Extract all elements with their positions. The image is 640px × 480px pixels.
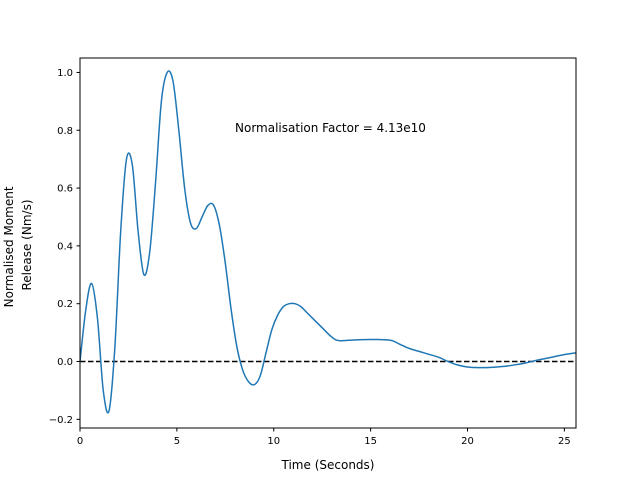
moment-release-series-line [79, 70, 577, 414]
x-axis-label: Time (Seconds) [281, 458, 375, 472]
y-axis-ticks: −0.2 0.0 0.2 0.4 0.6 0.8 1.0 [49, 68, 80, 426]
y-axis-label-line-1: Normalised Moment [2, 186, 16, 307]
y-tick-label: −0.2 [49, 415, 73, 426]
y-tick-label: 0.8 [57, 126, 73, 137]
y-tick-label: 0.6 [57, 184, 73, 195]
x-axis-ticks: 0 5 10 15 20 25 [77, 428, 571, 447]
axes-frame [79, 57, 577, 429]
y-tick-label: 0.4 [57, 241, 73, 252]
plot-area [79, 70, 577, 414]
y-tick-label: 1.0 [57, 68, 73, 79]
y-tick-label: 0.0 [57, 357, 73, 368]
y-axis-label-line-2: Release (Nm/s) [20, 199, 34, 290]
x-tick-label: 10 [267, 436, 280, 447]
y-tick-label: 0.2 [57, 299, 73, 310]
x-tick-label: 15 [364, 436, 377, 447]
x-tick-label: 25 [558, 436, 571, 447]
normalisation-factor-annotation: Normalisation Factor = 4.13e10 [235, 121, 426, 135]
x-tick-label: 0 [77, 436, 83, 447]
y-axis-label: Normalised Moment Release (Nm/s) [2, 183, 34, 308]
x-tick-label: 5 [174, 436, 180, 447]
x-tick-label: 20 [461, 436, 474, 447]
